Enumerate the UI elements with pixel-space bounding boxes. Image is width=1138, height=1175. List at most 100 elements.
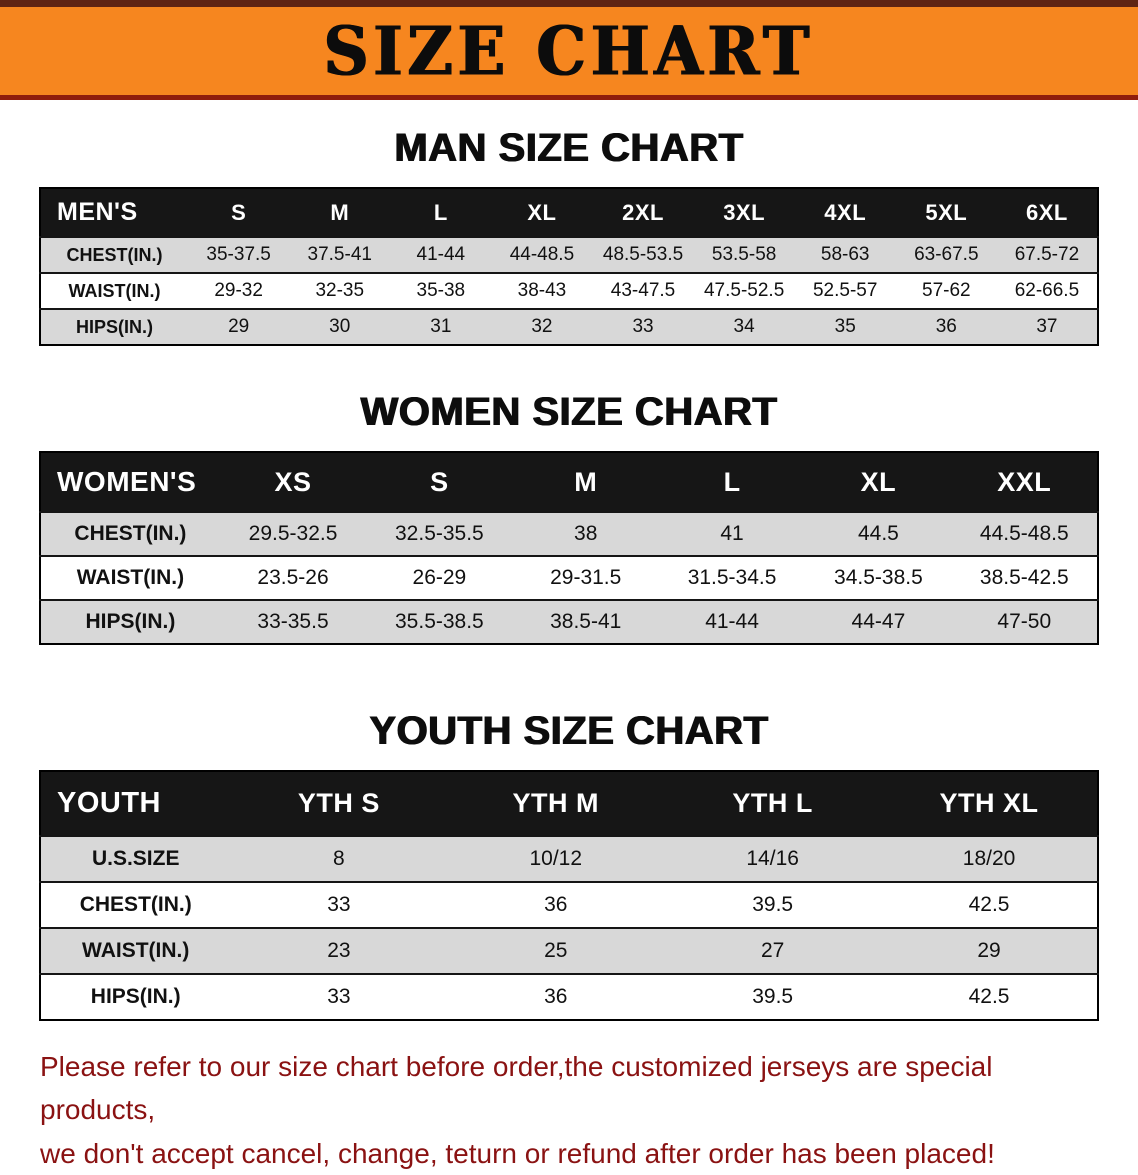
table-title: MEN'S bbox=[57, 198, 138, 226]
women-size-heading: WOMEN SIZE CHART bbox=[360, 390, 778, 434]
table-header-row: YOUTH YTH S YTH M YTH L YTH XL bbox=[40, 771, 1098, 836]
size-column-header: M bbox=[330, 199, 350, 225]
size-value-cell: 31.5-34.5 bbox=[658, 555, 806, 600]
size-column-header: XL bbox=[527, 199, 557, 225]
size-value-cell: 35-37.5 bbox=[188, 236, 290, 273]
size-value-cell: 29-32 bbox=[188, 272, 290, 309]
size-value-cell: 44.5 bbox=[805, 511, 952, 556]
row-label: HIPS(IN.) bbox=[40, 308, 189, 345]
size-value-cell: 34.5-38.5 bbox=[805, 555, 952, 600]
size-column-header: M bbox=[574, 466, 598, 497]
table-header-row: MEN'S S M L XL 2XL 3XL 4XL 5XL 6XL bbox=[40, 188, 1098, 237]
size-column-header: XS bbox=[274, 466, 312, 497]
size-value-cell: 32.5-35.5 bbox=[366, 511, 513, 556]
table-row: WAIST(IN.) 29-32 32-35 35-38 38-43 43-47.5 47.… bbox=[40, 272, 1098, 309]
row-label: HIPS(IN.) bbox=[40, 973, 231, 1020]
size-value-cell: 33 bbox=[592, 308, 694, 345]
size-value-cell: 52.5-57 bbox=[794, 272, 896, 309]
size-value-cell: 57-62 bbox=[895, 272, 997, 309]
footer-line-2: we don't accept cancel, change, teturn o… bbox=[40, 1137, 995, 1169]
size-value-cell: 30 bbox=[289, 308, 391, 345]
size-value-cell: 29 bbox=[188, 308, 290, 345]
size-value-cell: 41 bbox=[658, 511, 806, 556]
youth-size-heading: YOUTH SIZE CHART bbox=[369, 709, 769, 753]
size-column-header: XL bbox=[860, 466, 897, 497]
size-value-cell: 27 bbox=[664, 927, 882, 974]
size-column-header: S bbox=[231, 199, 247, 225]
size-value-cell: 8 bbox=[230, 835, 448, 882]
size-value-cell: 23.5-26 bbox=[219, 555, 367, 600]
size-value-cell: 44-48.5 bbox=[491, 236, 593, 273]
row-label: WAIST(IN.) bbox=[40, 555, 220, 600]
size-column-header: YTH L bbox=[732, 788, 813, 818]
size-column-header: YTH S bbox=[297, 788, 380, 818]
size-value-cell: 36 bbox=[895, 308, 997, 345]
size-column-header: L bbox=[433, 199, 448, 225]
size-value-cell: 38-43 bbox=[491, 272, 593, 309]
row-label: CHEST(IN.) bbox=[40, 236, 189, 273]
size-value-cell: 42.5 bbox=[881, 973, 1098, 1020]
size-value-cell: 67.5-72 bbox=[996, 236, 1098, 273]
footer-note: Please refer to our size chart before or… bbox=[0, 1045, 1138, 1175]
size-value-cell: 10/12 bbox=[447, 835, 665, 882]
table-header-row: WOMEN'S XS S M L XL XXL bbox=[40, 452, 1098, 512]
size-value-cell: 38.5-41 bbox=[512, 599, 659, 644]
women-size-section: WOMEN SIZE CHART WOMEN'S XS S M L XL XXL CHEST(… bbox=[0, 390, 1138, 645]
row-label: CHEST(IN.) bbox=[40, 511, 220, 556]
table-row: CHEST(IN.) 35-37.5 37.5-41 41-44 44-48.5 48.5… bbox=[40, 236, 1098, 273]
size-value-cell: 18/20 bbox=[881, 835, 1098, 882]
size-value-cell: 48.5-53.5 bbox=[592, 236, 694, 273]
size-value-cell: 44-47 bbox=[805, 599, 952, 644]
table-row: U.S.SIZE 8 10/12 14/16 18/20 bbox=[40, 835, 1098, 882]
table-title: YOUTH bbox=[57, 787, 161, 819]
size-value-cell: 23 bbox=[230, 927, 448, 974]
size-value-cell: 35 bbox=[794, 308, 896, 345]
size-value-cell: 47-50 bbox=[951, 599, 1098, 644]
man-size-heading: MAN SIZE CHART bbox=[394, 126, 744, 170]
size-value-cell: 29.5-32.5 bbox=[219, 511, 367, 556]
size-chart-banner: SIZE CHART bbox=[0, 0, 1138, 100]
row-label: WAIST(IN.) bbox=[40, 272, 189, 309]
size-value-cell: 35-38 bbox=[390, 272, 492, 309]
size-value-cell: 33 bbox=[230, 973, 448, 1020]
size-column-header: L bbox=[723, 466, 741, 497]
size-column-header: 5XL bbox=[925, 199, 968, 225]
size-value-cell: 37 bbox=[996, 308, 1098, 345]
size-value-cell: 39.5 bbox=[664, 881, 882, 928]
size-value-cell: 14/16 bbox=[664, 835, 882, 882]
size-value-cell: 42.5 bbox=[881, 881, 1098, 928]
size-value-cell: 38.5-42.5 bbox=[951, 555, 1098, 600]
size-value-cell: 36 bbox=[447, 881, 665, 928]
table-row: CHEST(IN.) 29.5-32.5 32.5-35.5 38 41 44.5 44.5… bbox=[40, 511, 1098, 556]
size-column-header: 6XL bbox=[1026, 199, 1068, 225]
men-size-table: MEN'S S M L XL 2XL 3XL 4XL 5XL 6XL CHEST(IN.) 35-37… bbox=[39, 187, 1099, 346]
size-value-cell: 29 bbox=[881, 927, 1098, 974]
footer-line-1: Please refer to our size chart before or… bbox=[40, 1051, 993, 1126]
size-value-cell: 63-67.5 bbox=[895, 236, 997, 273]
row-label: CHEST(IN.) bbox=[40, 881, 231, 928]
row-label: HIPS(IN.) bbox=[40, 599, 220, 644]
size-column-header: XXL bbox=[997, 466, 1052, 497]
man-size-section: MAN SIZE CHART MEN'S S M L XL 2XL 3XL 4XL 5XL 6XL… bbox=[0, 126, 1138, 346]
banner-title: SIZE CHART bbox=[323, 11, 815, 91]
size-column-header: 4XL bbox=[824, 199, 867, 225]
size-value-cell: 29-31.5 bbox=[512, 555, 659, 600]
size-value-cell: 32-35 bbox=[289, 272, 391, 309]
size-chart-body: MAN SIZE CHART MEN'S S M L XL 2XL 3XL 4XL 5XL 6XL… bbox=[0, 126, 1138, 1175]
row-label: WAIST(IN.) bbox=[40, 927, 231, 974]
table-row: HIPS(IN.) 33-35.5 35.5-38.5 38.5-41 41-44 44-… bbox=[40, 599, 1098, 644]
size-value-cell: 38 bbox=[512, 511, 659, 556]
youth-size-section: YOUTH SIZE CHART YOUTH YTH S YTH M YTH L YTH… bbox=[0, 709, 1138, 1021]
table-row: WAIST(IN.) 23.5-26 26-29 29-31.5 31.5-34.5 34… bbox=[40, 555, 1098, 600]
size-value-cell: 43-47.5 bbox=[592, 272, 694, 309]
size-column-header: S bbox=[430, 466, 449, 497]
women-size-table: WOMEN'S XS S M L XL XXL CHEST(IN.) 29.5-32.5 32.5… bbox=[39, 451, 1099, 645]
size-column-header: YTH XL bbox=[939, 788, 1039, 818]
size-value-cell: 58-63 bbox=[794, 236, 896, 273]
size-value-cell: 33 bbox=[230, 881, 448, 928]
size-value-cell: 33-35.5 bbox=[219, 599, 367, 644]
size-value-cell: 47.5-52.5 bbox=[693, 272, 795, 309]
youth-size-table: YOUTH YTH S YTH M YTH L YTH XL U.S.SIZE 8 10/12… bbox=[39, 770, 1099, 1021]
size-value-cell: 32 bbox=[491, 308, 593, 345]
size-value-cell: 36 bbox=[447, 973, 665, 1020]
